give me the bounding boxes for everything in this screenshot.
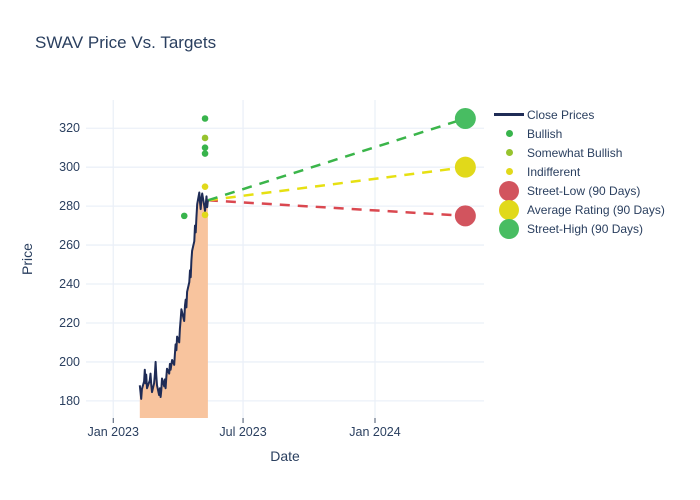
- y-tick-label: 320: [59, 121, 80, 135]
- legend-item-label: Street-Low (90 Days): [527, 183, 641, 198]
- close-price-line: [138, 191, 209, 400]
- legend-item[interactable]: Close Prices: [492, 105, 665, 124]
- legend-dot-swatch: [505, 149, 513, 156]
- legend-dot-swatch: [499, 218, 519, 239]
- x-axis-title: Date: [270, 448, 300, 464]
- legend-dot-swatch: [505, 130, 513, 137]
- rating-point: [201, 183, 209, 190]
- rating-point: [201, 144, 209, 152]
- y-tick-label: 200: [59, 355, 80, 369]
- y-tick-label: 280: [59, 199, 80, 213]
- legend-dot-swatch: [505, 168, 513, 175]
- legend-dot-swatch: [499, 180, 519, 201]
- x-tick-label: Jul 2023: [219, 425, 266, 439]
- projection-line: [207, 199, 466, 218]
- y-axis-title: Price: [19, 243, 35, 275]
- legend-item-label: Bullish: [527, 126, 563, 141]
- legend-item-label: Somewhat Bullish: [527, 145, 623, 160]
- rating-point: [201, 115, 209, 122]
- y-tick-label: 300: [59, 160, 80, 174]
- projection-line: [207, 165, 466, 202]
- target-marker: [454, 107, 476, 129]
- legend-item[interactable]: Average Rating (90 Days): [492, 199, 665, 220]
- legend-item-label: Street-High (90 Days): [527, 221, 644, 236]
- y-tick-label: 260: [59, 238, 80, 252]
- legend-item-label: Indifferent: [527, 164, 581, 179]
- chart-title: SWAV Price Vs. Targets: [35, 33, 217, 52]
- legend-dot-swatch: [499, 199, 519, 220]
- target-marker: [454, 205, 476, 227]
- legend-item[interactable]: Bullish: [492, 124, 665, 143]
- legend-item[interactable]: Street-High (90 Days): [492, 218, 665, 239]
- y-tick-label: 240: [59, 277, 80, 291]
- x-tick-label: Jan 2023: [88, 425, 139, 439]
- rating-point: [201, 134, 209, 142]
- rating-point: [201, 150, 209, 157]
- legend-item-label: Average Rating (90 Days): [527, 202, 665, 217]
- legend-line-swatch: [494, 113, 524, 116]
- target-marker: [454, 156, 476, 178]
- legend-item[interactable]: Street-Low (90 Days): [492, 180, 665, 201]
- legend-item-label: Close Prices: [527, 107, 595, 122]
- x-tick-label: Jan 2024: [349, 425, 400, 439]
- legend-item[interactable]: Indifferent: [492, 162, 665, 181]
- y-tick-label: 180: [59, 394, 80, 408]
- rating-point: [180, 212, 188, 220]
- projection-line: [207, 117, 466, 202]
- legend-item[interactable]: Somewhat Bullish: [492, 143, 665, 162]
- close-price-area: [139, 192, 208, 418]
- y-tick-label: 220: [59, 316, 80, 330]
- rating-point: [201, 211, 209, 219]
- legend: Close Prices Bullish Somewhat Bullish Indif…: [492, 105, 665, 239]
